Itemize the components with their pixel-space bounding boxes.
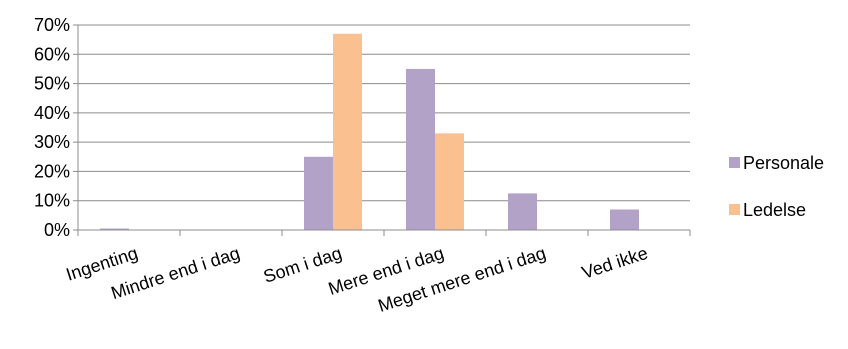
y-axis-ticks: 0% 10% 20% 30% 40% 50% 60% 70% [34, 15, 78, 240]
bar-personale-3 [406, 68, 435, 230]
legend-label-ledelse: Ledelse [743, 200, 806, 220]
axes [77, 25, 690, 231]
bar-ledelse-3 [435, 133, 464, 230]
bar-ledelse-2 [333, 33, 362, 231]
y-tick-label: 70% [34, 15, 70, 35]
y-tick-label: 40% [34, 103, 70, 123]
legend-swatch-ledelse [729, 204, 740, 215]
y-tick-label: 10% [34, 191, 70, 211]
legend: Personale Ledelse [729, 153, 824, 220]
x-tick-label: Ved ikke [579, 243, 650, 283]
y-tick-label: 20% [34, 161, 70, 181]
y-tick-label: 30% [34, 132, 70, 152]
gridlines [78, 24, 690, 202]
bar-personale-2 [304, 156, 333, 230]
bars [100, 33, 639, 231]
bar-personale-4 [508, 193, 537, 230]
legend-swatch-personale [729, 157, 740, 168]
x-tick-label: Meget mere end i dag [376, 243, 549, 316]
legend-label-personale: Personale [743, 153, 824, 173]
y-tick-label: 60% [34, 44, 70, 64]
bar-personale-0 [100, 228, 129, 230]
bar-personale-5 [610, 209, 639, 230]
y-tick-label: 0% [44, 220, 70, 240]
y-tick-label: 50% [34, 74, 70, 94]
